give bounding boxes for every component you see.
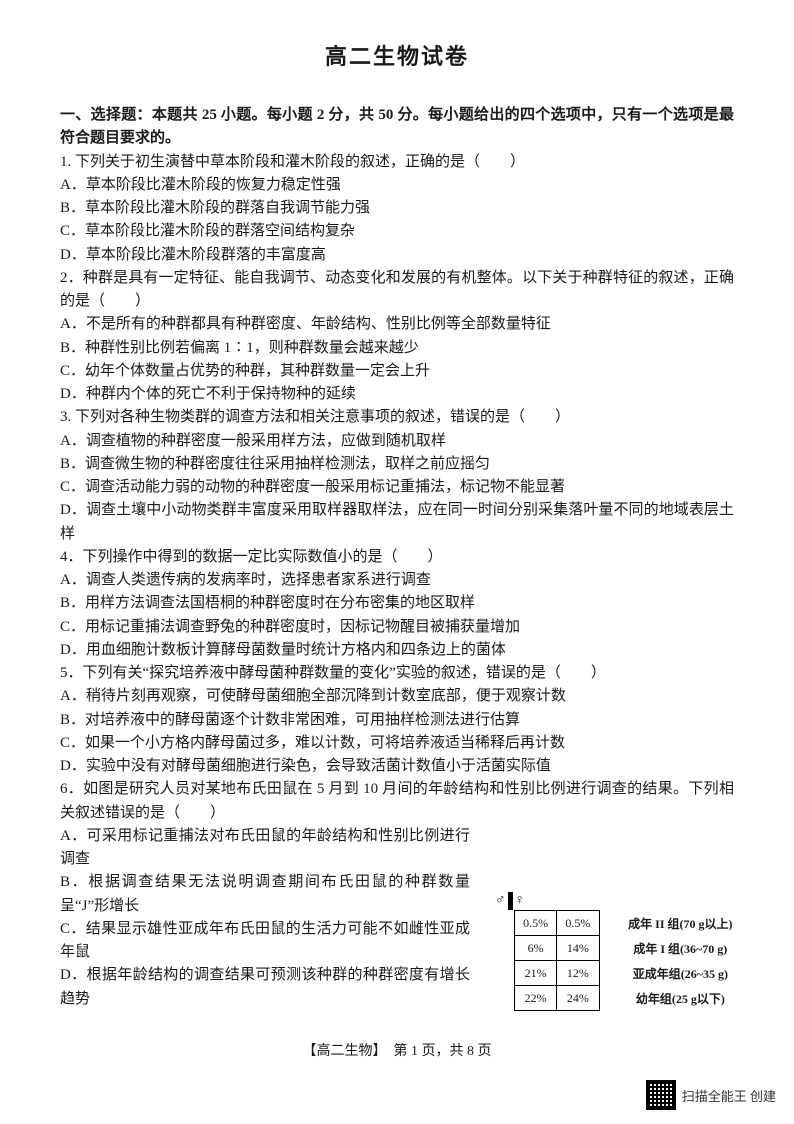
q4-opt-d: D．用血细胞计数板计算酵母菌数量时统计方格内和四条边上的菌体 xyxy=(60,639,734,662)
chart-row-label: 幼年组(25 g以下) xyxy=(620,986,733,1011)
q3-opt-a: A．调查植物的种群密度一般采用样方法，应做到随机取样 xyxy=(60,430,734,453)
chart-female-cell: 24% xyxy=(557,986,600,1011)
page-footer: 【高二生物】 第 1 页，共 8 页 xyxy=(60,1041,734,1063)
q5-opt-c: C．如果一个小方格内酵母菌过多，难以计数，可将培养液适当稀释后再计数 xyxy=(60,732,734,755)
chart-female-cell: 14% xyxy=(557,936,600,961)
chart-female-cell: 0.5% xyxy=(557,911,600,936)
q5-opt-a: A．稍待片刻再观察，可使酵母菌细胞全部沉降到计数室底部，便于观察计数 xyxy=(60,685,734,708)
q4-stem: 4．下列操作中得到的数据一定比实际数值小的是（ ） xyxy=(60,546,734,569)
q2-opt-c: C．幼年个体数量占优势的种群，其种群数量一定会上升 xyxy=(60,360,734,383)
male-symbol: ♂ xyxy=(494,892,508,910)
q5-opt-b: B．对培养液中的酵母菌逐个计数非常困难，可用抽样检测法进行估算 xyxy=(60,709,734,732)
q6-opt-b: B．根据调查结果无法说明调查期间布氏田鼠的种群数量呈“J”形增长 xyxy=(60,871,470,918)
chart-row-label: 成年 I 组(36~70 g) xyxy=(620,936,733,961)
q1-opt-d: D．草本阶段比灌木阶段群落的丰富度高 xyxy=(60,244,734,267)
q1-opt-c: C．草本阶段比灌木阶段的群落空间结构复杂 xyxy=(60,220,734,243)
section-header: 一、选择题：本题共 25 小题。每小题 2 分，共 50 分。每小题给出的四个选… xyxy=(60,104,734,151)
qr-icon xyxy=(646,1080,676,1110)
q4-opt-b: B．用样方法调查法国梧桐的种群密度时在分布密集的地区取样 xyxy=(60,592,734,615)
chart-row-label: 成年 II 组(70 g以上) xyxy=(620,911,733,936)
q3-opt-c: C．调查活动能力弱的动物的种群密度一般采用标记重捕法，标记物不能显著 xyxy=(60,476,734,499)
q1-opt-a: A．草本阶段比灌木阶段的恢复力稳定性强 xyxy=(60,174,734,197)
chart-rows: 0.5%0.5% 成年 II 组(70 g以上) 6%14% 成年 I 组(36~70… xyxy=(494,910,734,1011)
page-title: 高二生物试卷 xyxy=(60,40,734,74)
q2-opt-d: D．种群内个体的死亡不利于保持物种的延续 xyxy=(60,383,734,406)
chart-female-cell: 12% xyxy=(557,961,600,986)
q1-stem: 1. 下列关于初生演替中草本阶段和灌木阶段的叙述，正确的是（ ） xyxy=(60,151,734,174)
q6-opt-c: C．结果显示雄性亚成年布氏田鼠的生活力可能不如雌性亚成年鼠 xyxy=(60,918,470,965)
age-structure-chart: ♂ ♀ 0.5%0.5% 成年 II 组(70 g以上) 6%14% 成年 I 组(3… xyxy=(494,892,734,1011)
scanner-stamp: 扫描全能王 创建 xyxy=(646,1080,776,1110)
q4-opt-a: A．调查人类遗传病的发病率时，选择患者家系进行调查 xyxy=(60,569,734,592)
q6-stem: 6．如图是研究人员对某地布氏田鼠在 5 月到 10 月间的年龄结构和性别比例进行… xyxy=(60,778,734,825)
q2-opt-a: A．不是所有的种群都具有种群密度、年龄结构、性别比例等全部数量特征 xyxy=(60,313,734,336)
chart-male-cell: 22% xyxy=(515,986,557,1011)
q4-opt-c: C．用标记重捕法调查野兔的种群密度时，因标记物醒目被捕获量增加 xyxy=(60,616,734,639)
chart-male-cell: 0.5% xyxy=(515,911,557,936)
q5-opt-d: D．实验中没有对酵母菌细胞进行染色，会导致活菌计数值小于活菌实际值 xyxy=(60,755,734,778)
q3-stem: 3. 下列对各种生物类群的调查方法和相关注意事项的叙述，错误的是（ ） xyxy=(60,406,734,429)
chart-row-label: 亚成年组(26~35 g) xyxy=(620,961,733,986)
q3-opt-d: D．调查土壤中小动物类群丰富度采用取样器取样法，应在同一时间分别采集落叶量不同的… xyxy=(60,499,734,546)
q5-stem: 5．下列有关“探究培养液中酵母菌种群数量的变化”实验的叙述，错误的是（ ） xyxy=(60,662,734,685)
chart-male-cell: 6% xyxy=(515,936,557,961)
chart-table: ♂ ♀ xyxy=(494,892,528,910)
stamp-text: 扫描全能王 创建 xyxy=(682,1086,776,1105)
q1-opt-b: B．草本阶段比灌木阶段的群落自我调节能力强 xyxy=(60,197,734,220)
q6-opt-a: A．可采用标记重捕法对布氏田鼠的年龄结构和性别比例进行调查 xyxy=(60,825,470,872)
q6-opt-d: D．根据年龄结构的调查结果可预测该种群的种群密度有增长趋势 xyxy=(60,964,470,1011)
q2-stem: 2．种群是具有一定特征、能自我调节、动态变化和发展的有机整体。以下关于种群特征的… xyxy=(60,267,734,314)
chart-male-cell: 21% xyxy=(515,961,557,986)
q3-opt-b: B．调查微生物的种群密度往往采用抽样检测法，取样之前应摇匀 xyxy=(60,453,734,476)
q2-opt-b: B．种群性别比例若偏离 1∶1，则种群数量会越来越少 xyxy=(60,337,734,360)
female-symbol: ♀ xyxy=(513,892,527,910)
q6-options-wrap: A．可采用标记重捕法对布氏田鼠的年龄结构和性别比例进行调查 B．根据调查结果无法… xyxy=(60,825,470,1011)
